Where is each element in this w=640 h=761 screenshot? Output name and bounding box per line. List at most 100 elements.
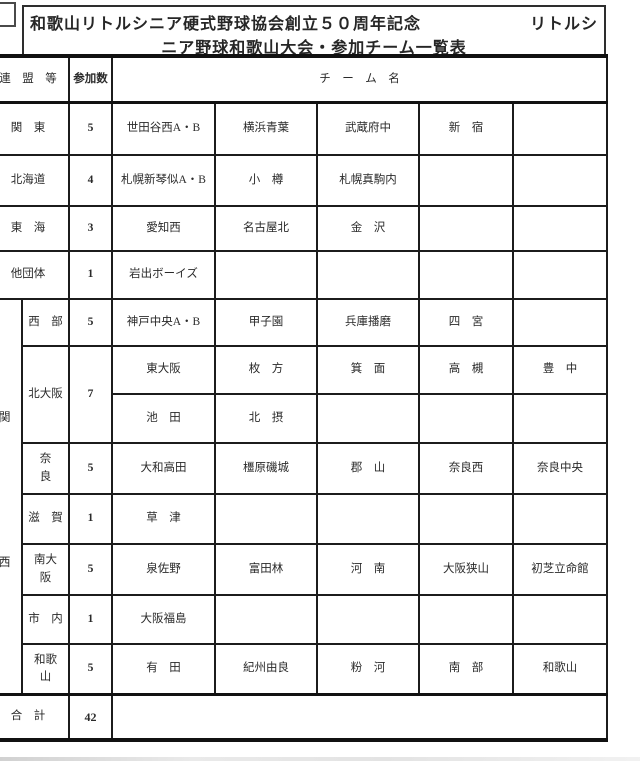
- title-line1-right: リトルシ: [529, 16, 598, 33]
- team-cell: 初芝立命館: [512, 543, 608, 596]
- league-label: 東 海: [0, 205, 70, 252]
- team-cell: [418, 393, 514, 444]
- team-cell: 札幌新琴似A・B: [111, 154, 216, 207]
- participant-count: 5: [68, 298, 113, 347]
- team-cell: 岩出ボーイズ: [111, 250, 216, 300]
- team-cell: 富田林: [214, 543, 318, 596]
- participant-count: 1: [68, 250, 113, 300]
- total-count: 42: [68, 692, 113, 742]
- team-cell: 金 沢: [316, 205, 420, 252]
- team-cell: 東大阪: [111, 345, 216, 395]
- team-cell: [512, 393, 608, 444]
- team-cell: 甲子園: [214, 298, 318, 347]
- team-cell: [418, 493, 514, 545]
- team-cell: 豊 中: [512, 345, 608, 395]
- team-cell: 郡 山: [316, 442, 420, 495]
- team-cell: [418, 594, 514, 645]
- team-cell: 神戸中央A・B: [111, 298, 216, 347]
- kansai-vertical-label: 関 西: [0, 298, 23, 695]
- team-cell: [316, 393, 420, 444]
- team-cell: 橿原磯城: [214, 442, 318, 495]
- team-cell: 小 樽: [214, 154, 318, 207]
- team-cell: [512, 298, 608, 347]
- team-cell: 箕 面: [316, 345, 420, 395]
- team-cell: [512, 205, 608, 252]
- team-cell: [512, 594, 608, 645]
- team-cell: [316, 594, 420, 645]
- participant-count: 4: [68, 154, 113, 207]
- team-cell: [214, 493, 318, 545]
- league-label: 北大阪: [21, 345, 70, 444]
- title-line-1: 和歌山リトルシニア硬式野球協会創立５０周年記念 リトルシ: [30, 10, 598, 34]
- table-row: 他団体 1 岩出ボーイズ: [0, 250, 608, 300]
- team-cell: [316, 250, 420, 300]
- table-header-row: 連 盟 等 参加数 チ ー ム 名: [0, 54, 608, 104]
- participant-count: 3: [68, 205, 113, 252]
- team-cell: 枚 方: [214, 345, 318, 395]
- team-cell: 有 田: [111, 643, 216, 695]
- header-count: 参加数: [68, 54, 113, 104]
- league-label: 他団体: [0, 250, 70, 300]
- league-label: 南大 阪: [21, 543, 70, 596]
- team-cell: 大阪狭山: [418, 543, 514, 596]
- team-cell: 横浜青葉: [214, 101, 318, 156]
- team-cell: 四 宮: [418, 298, 514, 347]
- header-team-name: チ ー ム 名: [111, 54, 608, 104]
- table-row: 北大阪 7 東大阪 枚 方 箕 面 高 槻 豊 中: [0, 345, 608, 444]
- team-cell: 兵庫播磨: [316, 298, 420, 347]
- team-cell: [418, 154, 514, 207]
- league-label: 市 内: [21, 594, 70, 645]
- league-label: 滋 賀: [21, 493, 70, 545]
- kansai-char-2: 西: [0, 553, 11, 571]
- table-row: 関 西 西 部 5 神戸中央A・B 甲子園 兵庫播磨 四 宮: [0, 298, 608, 695]
- corner-box: [0, 2, 16, 27]
- participant-count: 5: [68, 442, 113, 495]
- header-league: 連 盟 等: [0, 54, 70, 104]
- team-cell: [214, 594, 318, 645]
- kansai-char-1: 関: [0, 408, 11, 426]
- team-cell: 大和高田: [111, 442, 216, 495]
- total-empty-cell: [111, 692, 608, 742]
- participant-count: 5: [68, 543, 113, 596]
- document-title-box: 和歌山リトルシニア硬式野球協会創立５０周年記念 リトルシ ニア野球和歌山大会・参…: [22, 5, 606, 57]
- team-cell: [512, 493, 608, 545]
- team-cell: 南 部: [418, 643, 514, 695]
- team-cell: [512, 154, 608, 207]
- team-cell: [512, 101, 608, 156]
- team-cell: 草 津: [111, 493, 216, 545]
- team-cell: 名古屋北: [214, 205, 318, 252]
- table-row: 南大 阪 5 泉佐野 富田林 河 南 大阪狭山 初芝立命館: [0, 543, 608, 596]
- team-cell: 世田谷西A・B: [111, 101, 216, 156]
- team-cell: 奈良西: [418, 442, 514, 495]
- total-row: 合 計 42: [0, 692, 608, 742]
- team-cell: [418, 250, 514, 300]
- table-row: 市 内 1 大阪福島: [0, 594, 608, 645]
- team-cell: 河 南: [316, 543, 420, 596]
- team-cell: 高 槻: [418, 345, 514, 395]
- participant-count: 7: [68, 345, 113, 444]
- team-cell: 新 宿: [418, 101, 514, 156]
- league-label: 奈 良: [21, 442, 70, 495]
- participant-count: 5: [68, 643, 113, 695]
- team-cell: 池 田: [111, 393, 216, 444]
- scan-edge-artifact: [0, 757, 640, 761]
- title-line1-left: 和歌山リトルシニア硬式野球協会創立５０周年記念: [30, 16, 422, 33]
- table-row: 東 海 3 愛知西 名古屋北 金 沢: [0, 205, 608, 252]
- league-label: 北海道: [0, 154, 70, 207]
- participant-count: 1: [68, 594, 113, 645]
- team-cell: 愛知西: [111, 205, 216, 252]
- table-row: 滋 賀 1 草 津: [0, 493, 608, 545]
- team-cell: 紀州由良: [214, 643, 318, 695]
- team-cell: 泉佐野: [111, 543, 216, 596]
- team-cell: [418, 205, 514, 252]
- table-row: 奈 良 5 大和高田 橿原磯城 郡 山 奈良西 奈良中央: [0, 442, 608, 495]
- league-label: 関 東: [0, 101, 70, 156]
- table-row: 和歌 山 5 有 田 紀州由良 粉 河 南 部 和歌山: [0, 643, 608, 695]
- league-label: 西 部: [21, 298, 70, 347]
- league-label: 和歌 山: [21, 643, 70, 695]
- team-cell: 札幌真駒内: [316, 154, 420, 207]
- participant-count: 1: [68, 493, 113, 545]
- team-cell: 粉 河: [316, 643, 420, 695]
- team-cell: 奈良中央: [512, 442, 608, 495]
